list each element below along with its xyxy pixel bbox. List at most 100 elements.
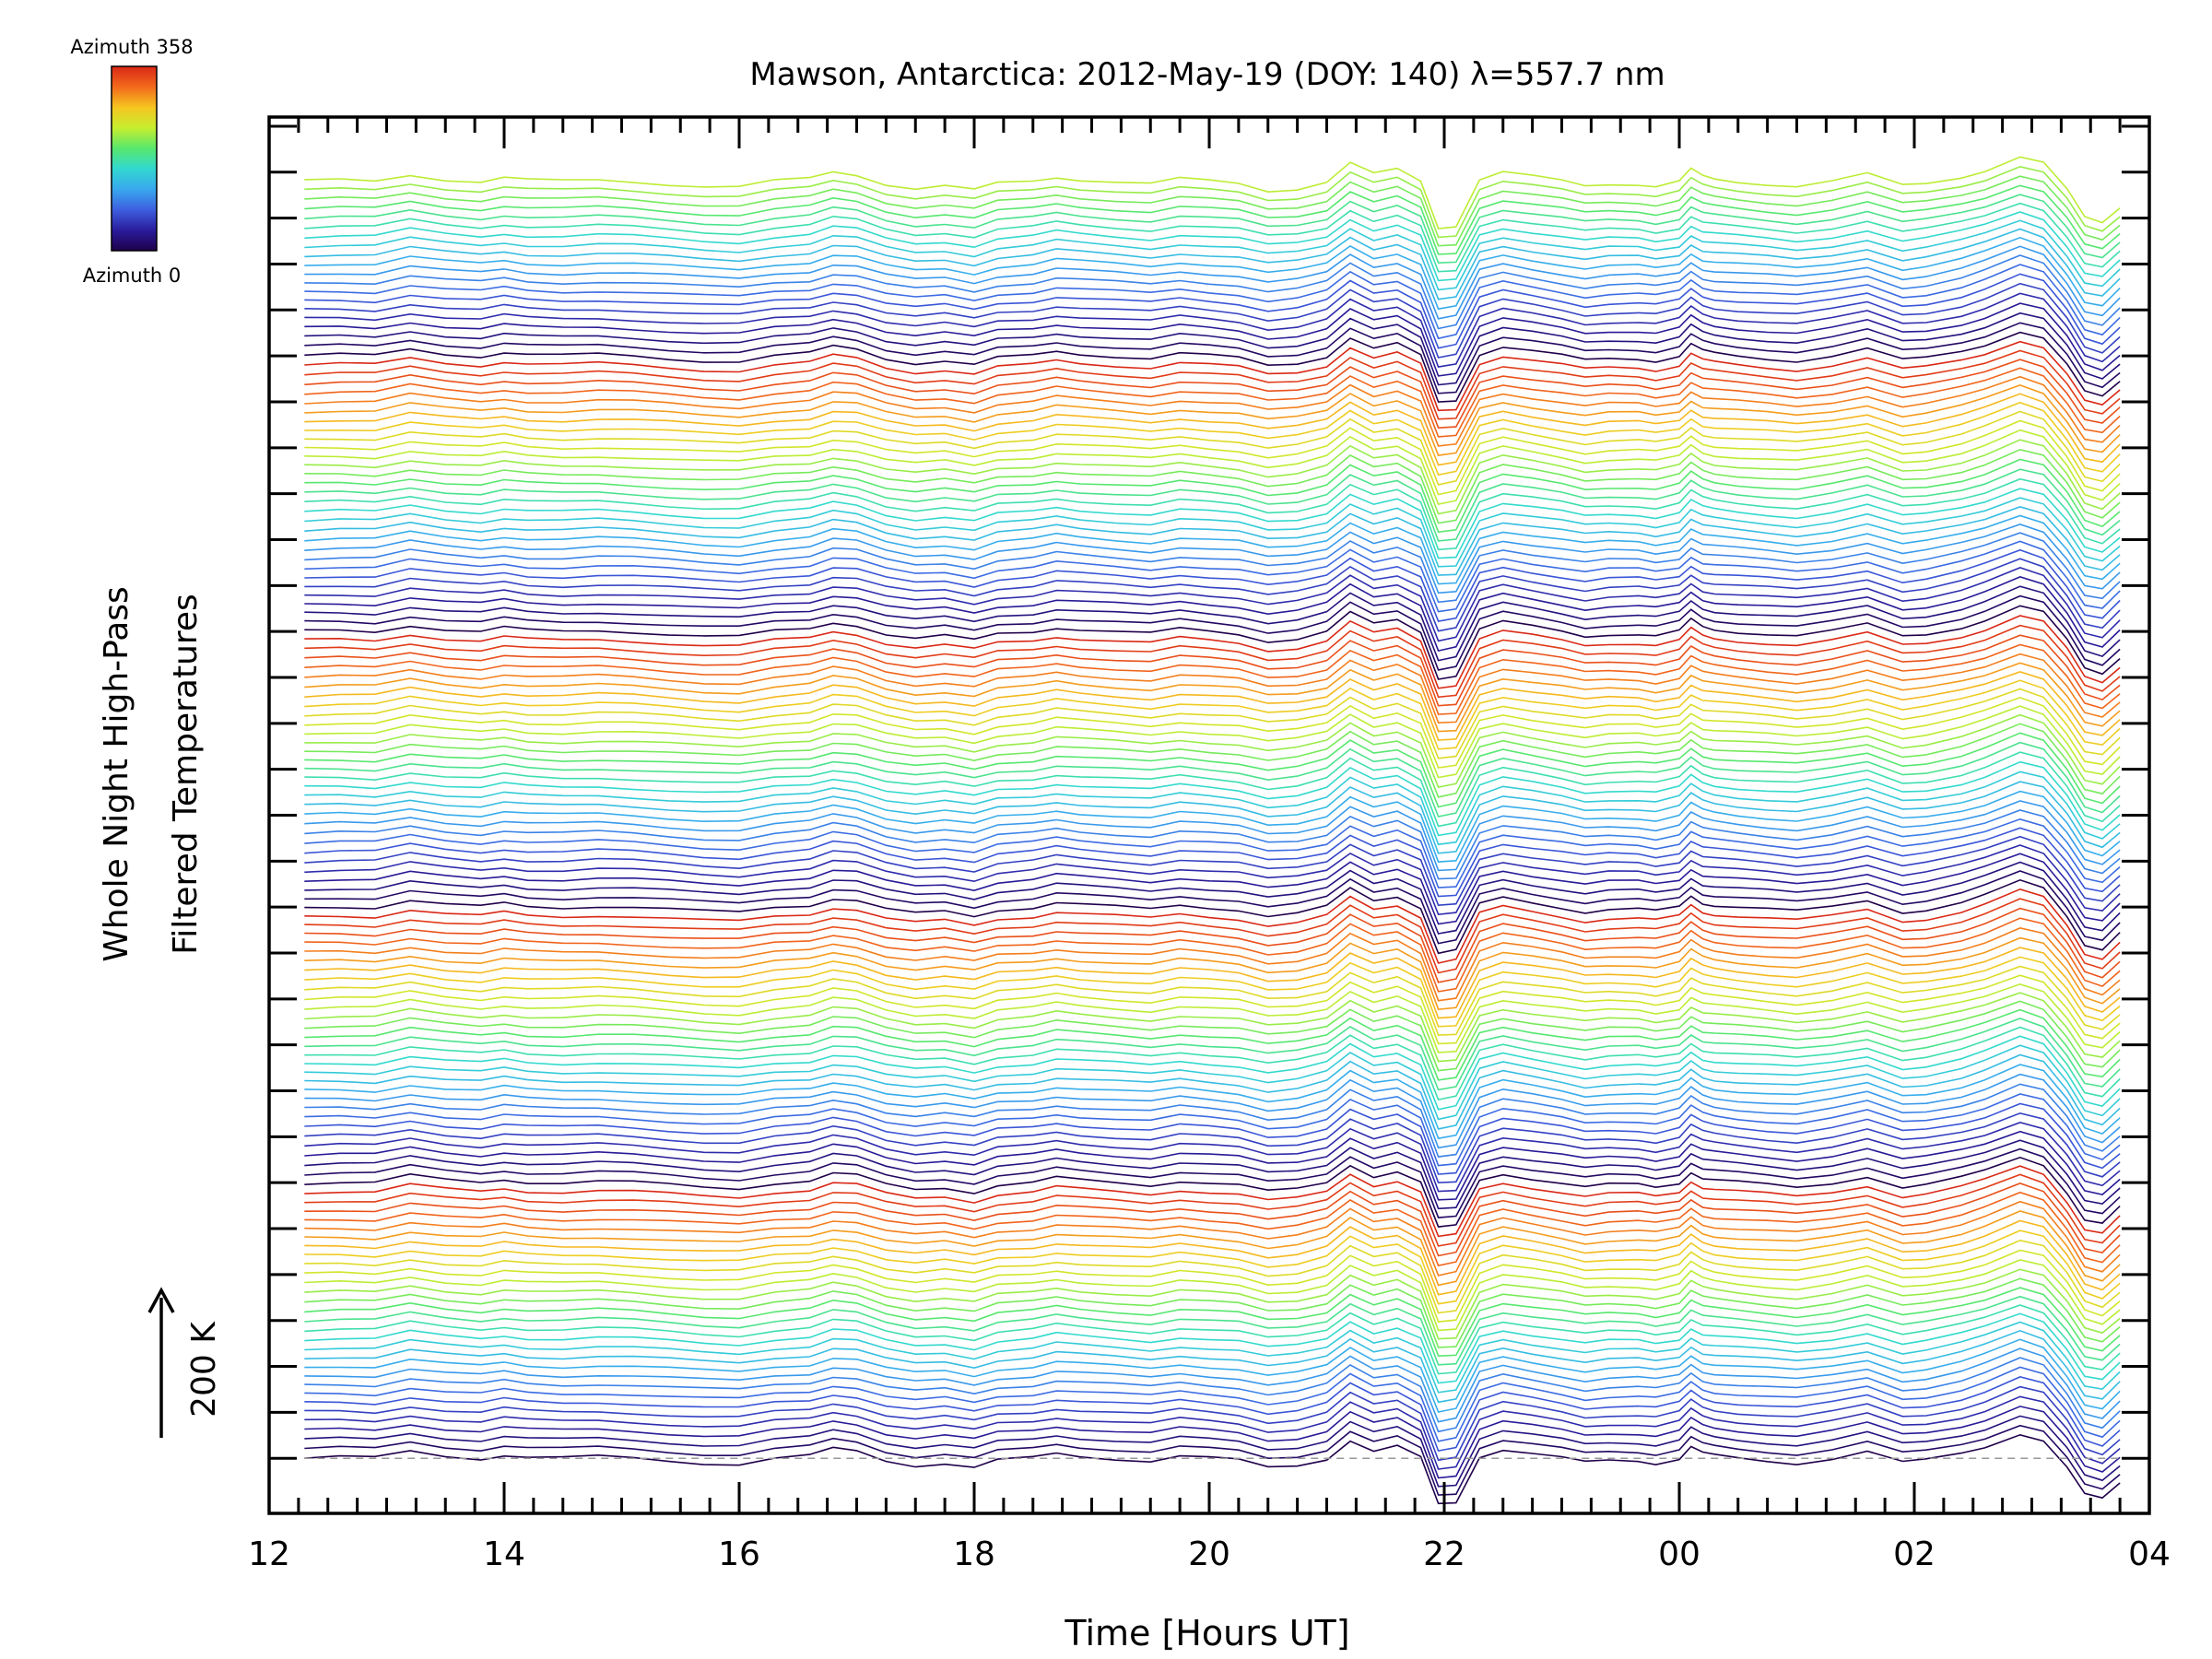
trace-line bbox=[304, 723, 2121, 798]
trace-line bbox=[304, 898, 2121, 974]
trace-line bbox=[304, 1156, 2121, 1228]
trace-line bbox=[304, 331, 2121, 403]
trace-line bbox=[304, 448, 2121, 524]
colorbar: Azimuth 358 Azimuth 0 bbox=[70, 36, 193, 287]
trace-line bbox=[304, 1347, 2121, 1423]
trace-line bbox=[304, 165, 2121, 239]
trace-line bbox=[304, 1083, 2121, 1158]
trace-line bbox=[304, 624, 2121, 699]
trace-line bbox=[304, 1304, 2121, 1375]
trace-line bbox=[304, 1191, 2121, 1267]
trace-line bbox=[304, 790, 2121, 863]
trace-line bbox=[304, 800, 2121, 872]
trace-line bbox=[304, 1376, 2121, 1453]
trace-line bbox=[304, 982, 2121, 1053]
x-tick-label: 18 bbox=[953, 1535, 995, 1573]
trace-line bbox=[304, 1329, 2121, 1404]
plot-traces bbox=[304, 156, 2121, 1505]
trace-line bbox=[304, 419, 2121, 496]
trace-line bbox=[304, 1064, 2121, 1140]
trace-line bbox=[304, 219, 2121, 291]
trace-line bbox=[304, 477, 2121, 551]
trace-line bbox=[304, 741, 2121, 818]
trace-line bbox=[304, 1295, 2121, 1366]
trace-line bbox=[304, 292, 2121, 368]
trace-line bbox=[304, 705, 2121, 779]
trace-line bbox=[304, 576, 2121, 653]
trace-line bbox=[304, 1415, 2121, 1488]
trace-line bbox=[304, 497, 2121, 568]
trace-line bbox=[304, 312, 2121, 386]
trace-line bbox=[304, 245, 2121, 320]
trace-line bbox=[304, 340, 2121, 412]
x-tick-label: 00 bbox=[1658, 1535, 1700, 1573]
trace-line bbox=[304, 1433, 2121, 1505]
trace-line bbox=[304, 605, 2121, 680]
trace-line bbox=[304, 732, 2121, 808]
colorbar-gradient bbox=[111, 65, 158, 252]
trace-line bbox=[304, 818, 2121, 888]
trace-line bbox=[304, 809, 2121, 880]
trace-line bbox=[304, 1130, 2121, 1201]
trace-line bbox=[304, 679, 2121, 750]
trace-line bbox=[304, 1321, 2121, 1394]
trace-line bbox=[304, 194, 2121, 265]
x-tick-label: 16 bbox=[718, 1535, 760, 1573]
trace-line bbox=[304, 264, 2121, 340]
trace-line bbox=[304, 1165, 2121, 1238]
trace-line bbox=[304, 878, 2121, 955]
trace-line bbox=[304, 410, 2121, 486]
trace-line bbox=[304, 917, 2121, 993]
scale-bar-label: 200 K bbox=[185, 1321, 223, 1418]
trace-line bbox=[304, 429, 2121, 506]
trace-line bbox=[304, 236, 2121, 311]
trace-line bbox=[304, 532, 2121, 604]
trace-line bbox=[304, 1249, 2121, 1323]
trace-line bbox=[304, 781, 2121, 854]
trace-line bbox=[304, 1385, 2121, 1462]
x-tick-label: 02 bbox=[1893, 1535, 1936, 1573]
trace-line bbox=[304, 1026, 2121, 1101]
trace-line bbox=[304, 506, 2121, 576]
axis-ticks bbox=[267, 117, 2151, 1513]
trace-line bbox=[304, 384, 2121, 456]
trace-line bbox=[304, 211, 2121, 282]
trace-line bbox=[304, 1139, 2121, 1210]
trace-line bbox=[304, 1102, 2121, 1175]
trace-line bbox=[304, 594, 2121, 671]
trace-line bbox=[304, 861, 2121, 935]
trace-line bbox=[304, 1239, 2121, 1314]
trace-line bbox=[304, 367, 2121, 438]
trace-line bbox=[304, 835, 2121, 907]
trace-line bbox=[304, 653, 2121, 724]
trace-line bbox=[304, 827, 2121, 898]
trace-line bbox=[304, 1287, 2121, 1358]
trace-line bbox=[304, 558, 2121, 632]
scale-bar: 200 K bbox=[147, 1287, 223, 1438]
trace-line bbox=[304, 1406, 2121, 1479]
x-tick-label: 20 bbox=[1188, 1535, 1230, 1573]
y-axis-label-line-1: Whole Night High-Pass bbox=[98, 586, 135, 962]
trace-line bbox=[304, 956, 2121, 1028]
trace-line bbox=[304, 488, 2121, 559]
trace-line bbox=[304, 927, 2121, 1002]
trace-line bbox=[304, 1268, 2121, 1340]
trace-line bbox=[304, 1073, 2121, 1149]
trace-line bbox=[304, 1182, 2121, 1257]
x-tick-label: 22 bbox=[1423, 1535, 1465, 1573]
trace-line bbox=[304, 974, 2121, 1045]
trace-line bbox=[304, 751, 2121, 828]
trace-line bbox=[304, 907, 2121, 983]
trace-line bbox=[304, 302, 2121, 377]
x-axis-label: Time [Hours UT] bbox=[1064, 1613, 1349, 1653]
trace-line bbox=[304, 349, 2121, 420]
trace-line bbox=[304, 662, 2121, 733]
trace-line bbox=[304, 634, 2121, 707]
trace-line bbox=[304, 375, 2121, 447]
trace-line bbox=[304, 514, 2121, 585]
trace-line bbox=[304, 936, 2121, 1011]
trace-line bbox=[304, 771, 2121, 846]
trace-line bbox=[304, 393, 2121, 466]
trace-line bbox=[304, 888, 2121, 964]
